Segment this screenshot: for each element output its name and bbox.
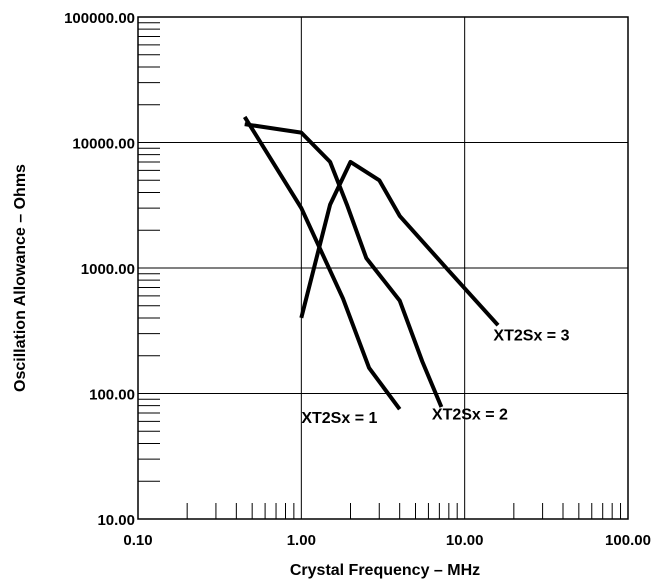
series-line-3 [299,159,500,327]
x-tick-label: 0.10 [123,532,152,549]
series-label-2: XT2Sx = 2 [432,407,508,424]
y-tick-label: 100.00 [89,387,135,404]
series-label-3: XT2Sx = 3 [493,327,569,344]
x-tick-label: 10.00 [446,532,484,549]
y-tick-label: 10.00 [97,512,135,529]
series-line-2 [244,122,444,408]
y-tick-label: 1000.00 [81,261,135,278]
x-axis-label: Crystal Frequency – MHz [290,562,480,579]
y-axis-label: Oscillation Allowance – Ohms [12,164,29,392]
series-line-1 [243,115,402,411]
y-tick-label: 100000.00 [64,10,135,27]
y-tick-label: 10000.00 [72,136,135,153]
series-label-1: XT2Sx = 1 [301,410,377,427]
x-tick-label: 100.00 [605,532,651,549]
x-tick-label: 1.00 [287,532,316,549]
